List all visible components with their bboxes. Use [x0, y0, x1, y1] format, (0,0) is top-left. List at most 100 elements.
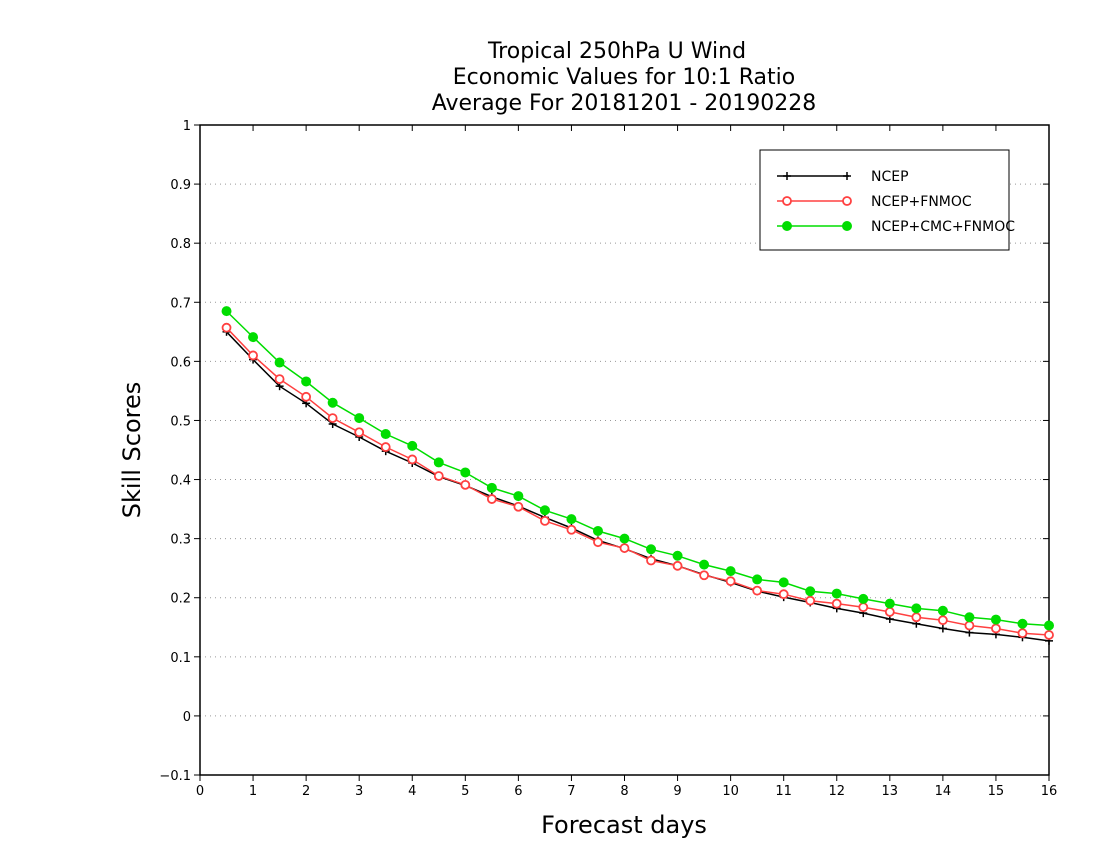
- series-line-ncep-cmc-fnmoc: [225, 310, 1050, 627]
- data-point-ncep-cmc-fnmoc: [248, 332, 259, 343]
- y-tick-label: 0.1: [170, 651, 191, 666]
- series-layer: [221, 306, 1054, 645]
- y-tick-label: 0: [183, 710, 191, 725]
- data-point-ncep-cmc-fnmoc: [592, 525, 603, 536]
- x-tick-label: 11: [775, 784, 792, 799]
- x-tick-label: 16: [1041, 784, 1058, 799]
- x-tick-label: 6: [514, 784, 522, 799]
- data-point-ncep-fnmoc: [593, 537, 603, 548]
- x-tick-label: 1: [249, 784, 257, 799]
- legend-label-ncep-cmc-fnmoc: NCEP+CMC+FNMOC: [871, 219, 1015, 235]
- x-tick-label: 14: [935, 784, 952, 799]
- data-point-ncep-fnmoc: [301, 391, 312, 402]
- x-tick-label: 8: [620, 784, 628, 799]
- legend-marker-ncep-fnmoc: [842, 196, 852, 206]
- x-axis-title: Forecast days: [541, 811, 707, 839]
- data-point-ncep-cmc-fnmoc: [937, 605, 948, 616]
- data-point-ncep-cmc-fnmoc: [884, 598, 895, 609]
- legend-marker-ncep-cmc-fnmoc: [782, 221, 792, 231]
- data-point-ncep-cmc-fnmoc: [964, 612, 975, 623]
- data-point-ncep-cmc-fnmoc: [858, 593, 869, 604]
- y-tick-label: 0.8: [170, 237, 191, 252]
- y-tick-label: 0.5: [170, 414, 191, 429]
- data-point-ncep-fnmoc: [274, 374, 285, 384]
- y-axis-title: Skill Scores: [118, 382, 146, 519]
- data-point-ncep-cmc-fnmoc: [433, 457, 444, 468]
- chart-title-line-1: Tropical 250hPa U Wind: [487, 39, 746, 64]
- data-point-ncep-fnmoc: [911, 612, 922, 623]
- series-ncep-fnmoc: [221, 322, 1054, 640]
- x-tick-label: 9: [673, 784, 681, 799]
- data-point-ncep-cmc-fnmoc: [274, 357, 285, 368]
- data-point-ncep-cmc-fnmoc: [407, 440, 418, 451]
- data-point-ncep-fnmoc: [1017, 628, 1028, 639]
- x-tick-label: 2: [302, 784, 310, 799]
- data-point-ncep-fnmoc: [433, 471, 444, 481]
- data-point-ncep: [938, 624, 947, 633]
- data-point-ncep-fnmoc: [354, 427, 365, 438]
- data-point-ncep-fnmoc: [778, 589, 789, 600]
- legend-label-ncep: NCEP: [871, 169, 909, 185]
- data-point-ncep-cmc-fnmoc: [513, 491, 524, 502]
- legend-entries: NCEP NCEP+FNMOC NCEP+CMC+FNMOC: [777, 169, 1015, 235]
- data-point-ncep-fnmoc: [646, 555, 656, 566]
- y-tick-label: 1: [183, 119, 191, 134]
- data-point-ncep-fnmoc: [1044, 630, 1054, 640]
- legend-marker-ncep-cmc-fnmoc: [842, 221, 852, 231]
- grid-lines: [200, 183, 1049, 717]
- series-line-ncep: [225, 331, 1050, 642]
- series-ncep-cmc-fnmoc: [221, 306, 1054, 631]
- data-point-ncep-cmc-fnmoc: [566, 514, 577, 525]
- data-point-ncep-cmc-fnmoc: [1017, 618, 1028, 629]
- data-point-ncep-cmc-fnmoc: [725, 566, 736, 577]
- x-tick-label: 4: [408, 784, 416, 799]
- x-tick-label: 15: [988, 784, 1005, 799]
- x-tick-label: 3: [355, 784, 363, 799]
- data-point-ncep-fnmoc: [619, 543, 630, 553]
- legend-box: [759, 149, 1010, 251]
- chart-title-line-2: Economic Values for 10:1 Ratio: [453, 65, 795, 90]
- y-tick-label: 0.3: [170, 533, 191, 548]
- data-point-ncep-fnmoc: [248, 350, 258, 361]
- legend: NCEP NCEP+FNMOC NCEP+CMC+FNMOC: [759, 149, 1015, 251]
- data-point-ncep-fnmoc: [831, 598, 842, 609]
- data-point-ncep-fnmoc: [460, 479, 471, 490]
- data-point-ncep-cmc-fnmoc: [1044, 620, 1054, 631]
- y-tick-label: 0.9: [170, 178, 191, 193]
- legend-label-ncep-fnmoc: NCEP+FNMOC: [871, 194, 972, 210]
- chart-title-line-3: Average For 20181201 - 20190228: [432, 91, 817, 116]
- data-point-ncep-fnmoc: [513, 501, 524, 512]
- x-tick-label: 0: [196, 784, 204, 799]
- y-tick-label: 0.6: [170, 355, 191, 370]
- data-point-ncep-fnmoc: [407, 454, 418, 465]
- data-point-ncep-cmc-fnmoc: [752, 574, 763, 585]
- x-tick-label: 13: [882, 784, 899, 799]
- data-point-ncep-cmc-fnmoc: [805, 586, 816, 597]
- data-point-ncep-cmc-fnmoc: [619, 533, 630, 544]
- legend-marker-ncep-fnmoc: [782, 196, 792, 206]
- data-point-ncep-cmc-fnmoc: [778, 577, 789, 588]
- y-tick-label: 0.7: [170, 296, 191, 311]
- data-point-ncep-cmc-fnmoc: [990, 614, 1001, 625]
- data-point-ncep-cmc-fnmoc: [380, 429, 391, 440]
- data-point-ncep-cmc-fnmoc: [221, 306, 232, 317]
- data-point-ncep-fnmoc: [752, 585, 763, 596]
- legend-marker-ncep: [783, 172, 791, 180]
- data-point-ncep-cmc-fnmoc: [486, 482, 497, 493]
- x-tick-label: 7: [567, 784, 575, 799]
- data-point-ncep-fnmoc: [540, 516, 550, 526]
- data-point-ncep-cmc-fnmoc: [831, 588, 842, 599]
- x-tick-label: 10: [722, 784, 739, 799]
- series-ncep: [222, 327, 1053, 645]
- x-tick-label: 5: [461, 784, 469, 799]
- data-point-ncep-fnmoc: [858, 602, 869, 613]
- data-point-ncep-fnmoc: [699, 570, 709, 581]
- data-point-ncep-cmc-fnmoc: [460, 467, 471, 478]
- data-point-ncep-fnmoc: [937, 615, 948, 626]
- data-point-ncep-cmc-fnmoc: [646, 544, 657, 555]
- series-line-ncep-fnmoc: [225, 327, 1050, 636]
- data-point-ncep-fnmoc: [486, 494, 497, 504]
- data-point-ncep-cmc-fnmoc: [911, 603, 922, 614]
- data-point-ncep-fnmoc: [672, 560, 683, 571]
